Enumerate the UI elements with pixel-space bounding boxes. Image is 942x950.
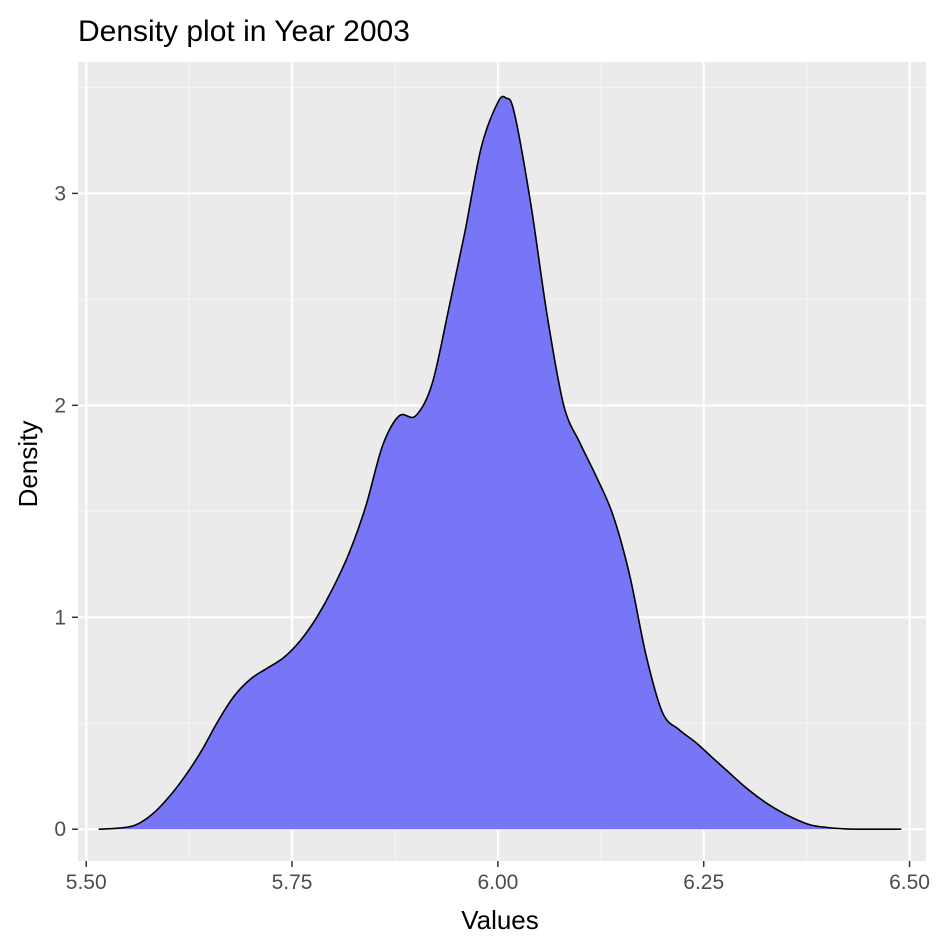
x-tick-label: 6.25	[683, 871, 724, 894]
y-axis-title: Density	[13, 421, 43, 508]
x-tick-label: 5.75	[272, 871, 313, 894]
density-area	[98, 96, 902, 830]
y-axis: 0 1 2 3	[54, 182, 78, 841]
x-axis-title: Values	[461, 905, 539, 935]
density-series	[98, 95, 902, 831]
x-tick-label: 5.50	[66, 871, 107, 894]
y-tick-label: 1	[54, 606, 66, 629]
chart-title: Density plot in Year 2003	[78, 15, 410, 48]
x-tick-label: 6.00	[477, 871, 518, 894]
density-outline	[98, 95, 902, 831]
y-tick-label: 0	[54, 818, 66, 841]
y-tick-label: 2	[54, 394, 66, 417]
x-axis: 5.50 5.75 6.00 6.25 6.50	[66, 861, 930, 894]
y-tick-label: 3	[54, 182, 66, 205]
x-tick-label: 6.50	[889, 871, 930, 894]
